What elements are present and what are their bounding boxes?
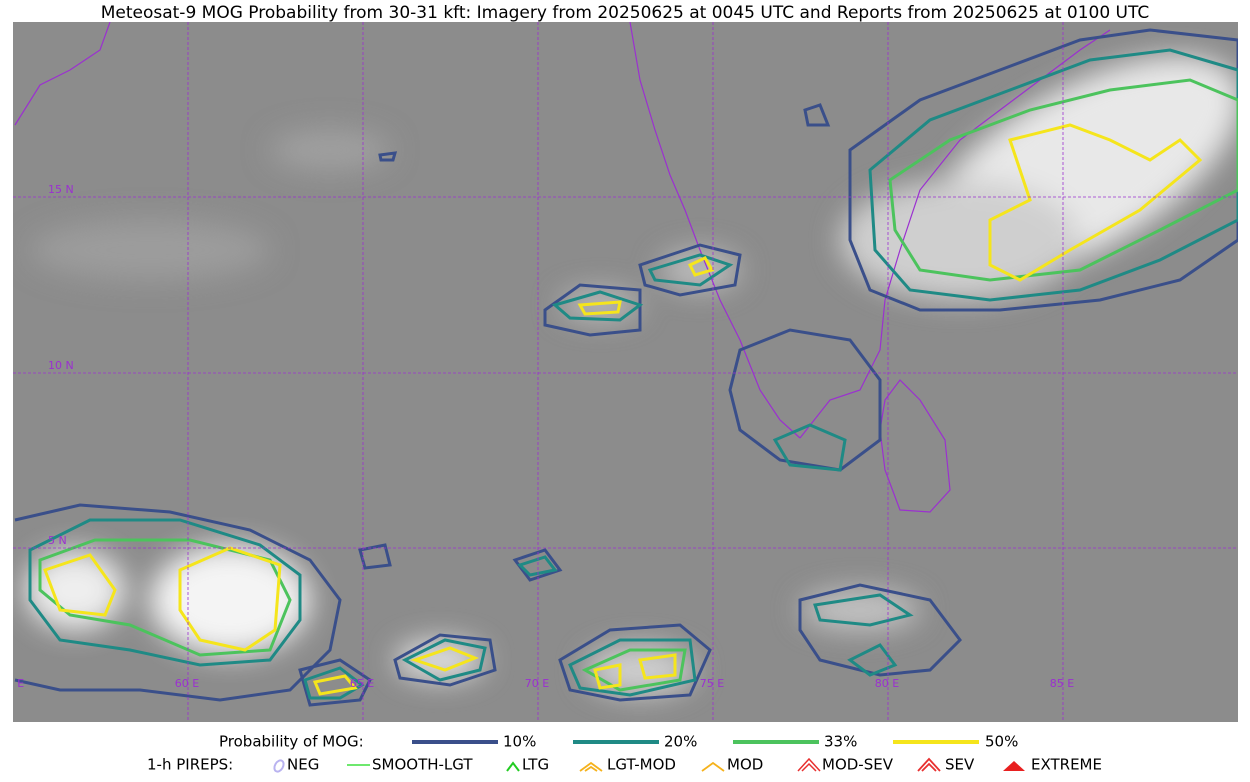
lon-label: 65 E [350, 677, 374, 690]
lon-label: 80 E [875, 677, 899, 690]
pirep-icon [1003, 761, 1025, 771]
legend-label: MOD-SEV [822, 756, 894, 774]
legend-label: 33% [824, 733, 857, 751]
legend-title: 1-h PIREPS: [147, 756, 233, 774]
lon-label: 75 E [700, 677, 724, 690]
pirep-icon [797, 757, 821, 772]
lat-label: 5 N [48, 534, 67, 547]
legend-title: Probability of MOG: [219, 733, 364, 751]
pirep-icon [701, 761, 725, 772]
legend-label: 50% [985, 733, 1018, 751]
legend-label: MOD [727, 756, 763, 774]
probability-contours [14, 28, 1238, 707]
pirep-icon [917, 757, 941, 772]
lat-label: 15 N [48, 183, 74, 196]
legend-label: EXTREME [1031, 756, 1102, 774]
legend-label: SMOOTH-LGT [372, 756, 473, 774]
legend-label: LTG [522, 756, 549, 774]
pirep-icon [506, 761, 520, 772]
lon-label: 60 E [175, 677, 199, 690]
legend-label: NEG [287, 756, 319, 774]
title: Meteosat-9 MOG Probability from 30-31 kf… [101, 3, 1150, 23]
legend-label: 10% [503, 733, 536, 751]
lon-label: 55 E [0, 677, 24, 690]
legend-label: SEV [945, 756, 975, 774]
legend: Probability of MOG: 10% 20% 33% 50% 1-h … [147, 733, 1102, 774]
grid [13, 22, 1238, 722]
lon-label: 85 E [1050, 677, 1074, 690]
map: 15 N 10 N 5 N 55 E 60 E 65 E 70 E 75 E 8… [0, 22, 1238, 722]
legend-label: 20% [664, 733, 697, 751]
pirep-icon [579, 761, 603, 772]
pirep-icon [273, 759, 285, 773]
coastlines [14, 22, 1111, 513]
lat-label: 10 N [48, 359, 74, 372]
legend-label: LGT-MOD [607, 756, 676, 774]
lon-label: 70 E [525, 677, 549, 690]
